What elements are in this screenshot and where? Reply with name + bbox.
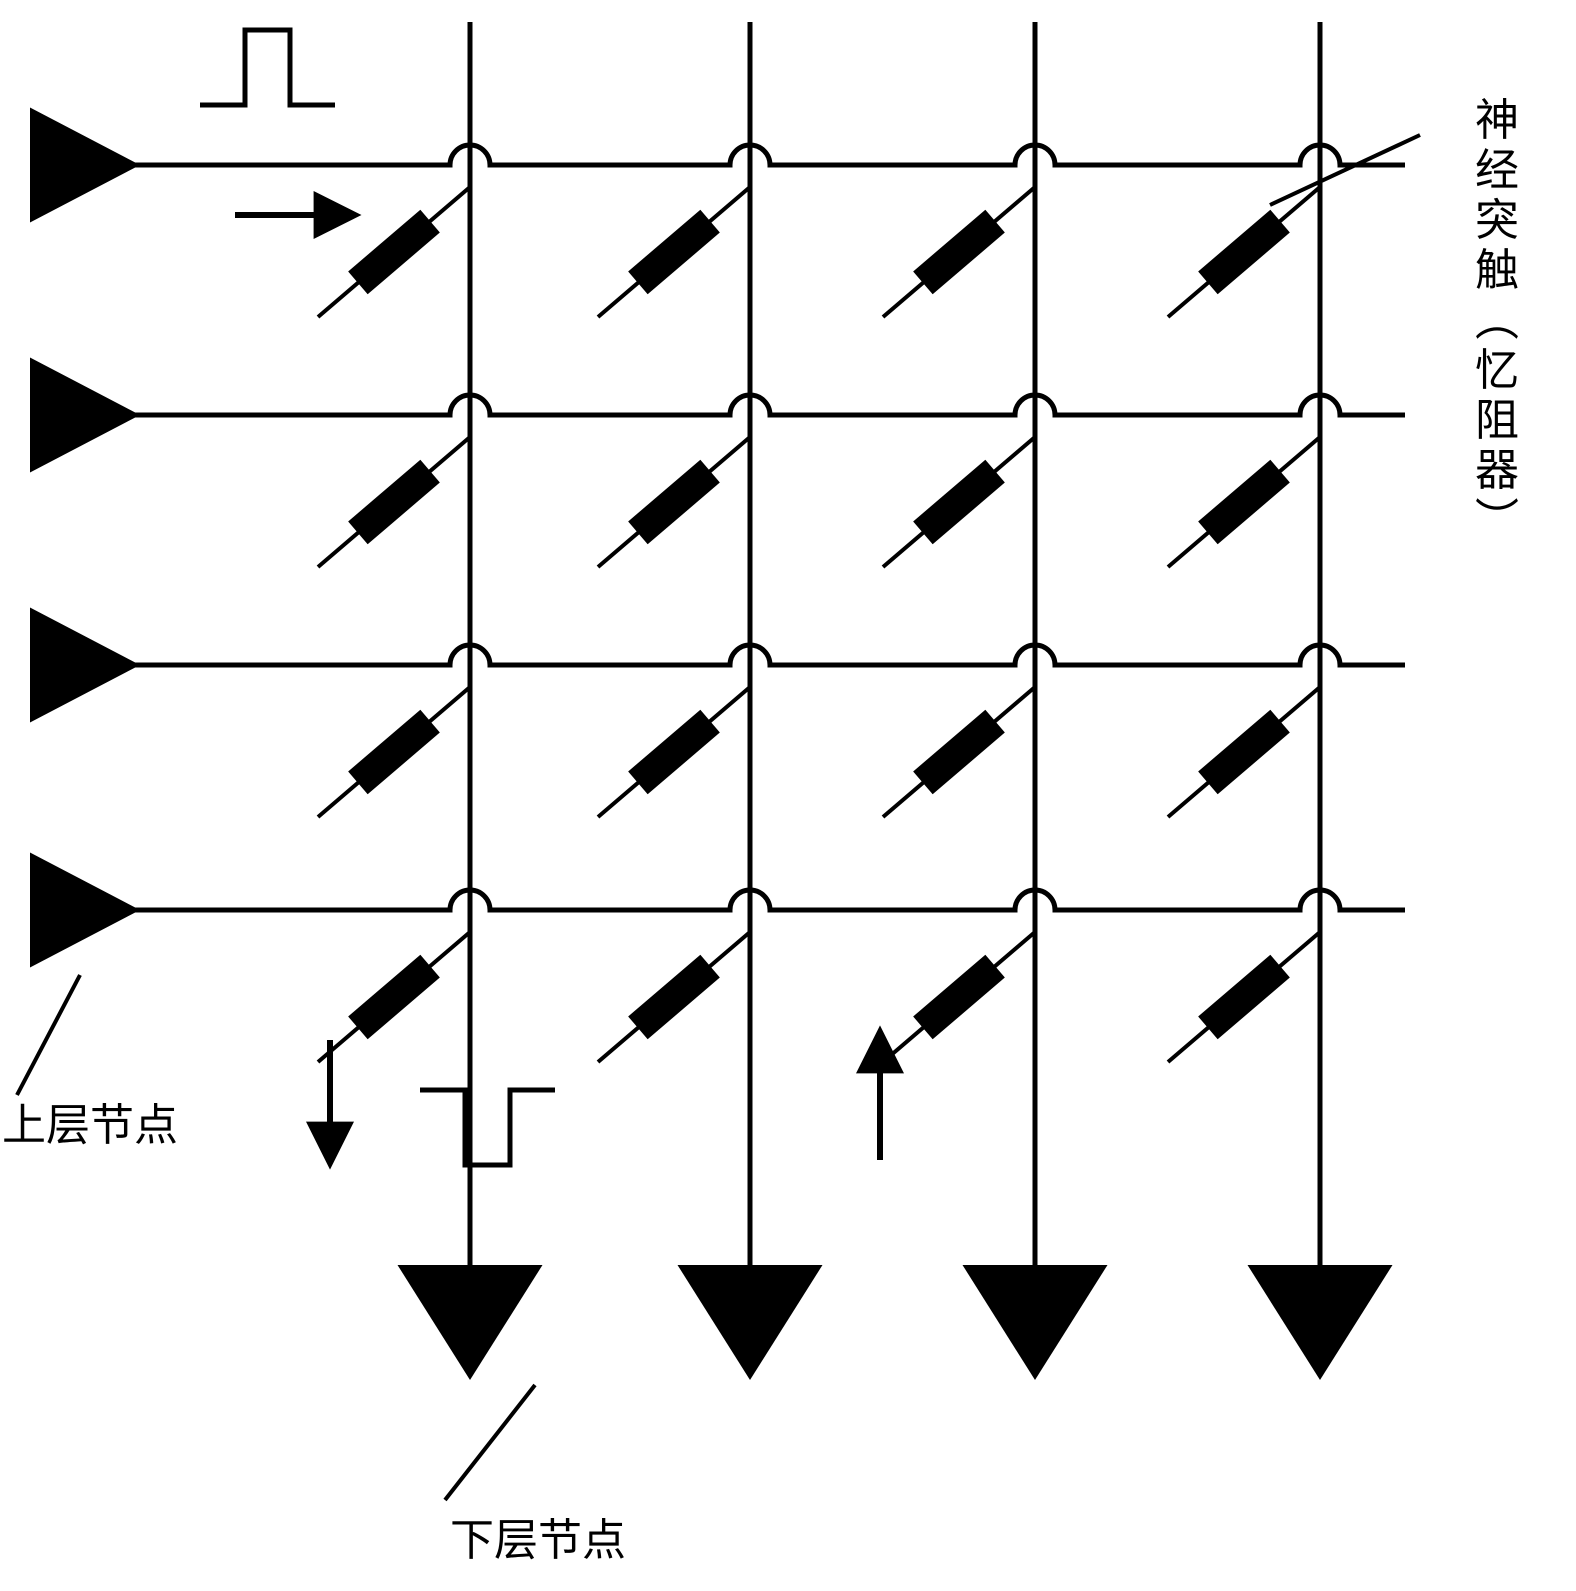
label-lower-node: 下层节点 bbox=[450, 1516, 626, 1565]
memristor bbox=[1198, 460, 1290, 545]
memristor bbox=[348, 955, 440, 1040]
callout-line bbox=[17, 975, 80, 1095]
input-neuron bbox=[30, 853, 140, 968]
memristor bbox=[913, 710, 1005, 795]
memristor bbox=[913, 460, 1005, 545]
pulse-symbol bbox=[420, 1090, 555, 1165]
memristor bbox=[913, 955, 1005, 1040]
memristor bbox=[1198, 710, 1290, 795]
input-neuron bbox=[30, 108, 140, 223]
callout-line bbox=[445, 1385, 535, 1500]
memristor bbox=[628, 955, 720, 1040]
memristor bbox=[628, 710, 720, 795]
output-neuron bbox=[1248, 1265, 1393, 1380]
memristor bbox=[348, 460, 440, 545]
row-line bbox=[135, 395, 1405, 415]
callout-line bbox=[1270, 135, 1420, 205]
memristor bbox=[913, 210, 1005, 295]
label-upper-node: 上层节点 bbox=[2, 1101, 178, 1150]
memristor bbox=[348, 710, 440, 795]
memristor bbox=[628, 210, 720, 295]
memristor bbox=[348, 210, 440, 295]
output-neuron bbox=[678, 1265, 823, 1380]
row-line bbox=[135, 145, 1405, 165]
row-line bbox=[135, 645, 1405, 665]
row-line bbox=[135, 890, 1405, 910]
input-neuron bbox=[30, 358, 140, 473]
input-neuron bbox=[30, 608, 140, 723]
output-neuron bbox=[398, 1265, 543, 1380]
memristor bbox=[1198, 210, 1290, 295]
label-synapse: 神经突触︵忆阻器︶ bbox=[1475, 96, 1519, 545]
output-neuron bbox=[963, 1265, 1108, 1380]
pulse-symbol bbox=[200, 30, 335, 105]
memristor bbox=[1198, 955, 1290, 1040]
memristor bbox=[628, 460, 720, 545]
